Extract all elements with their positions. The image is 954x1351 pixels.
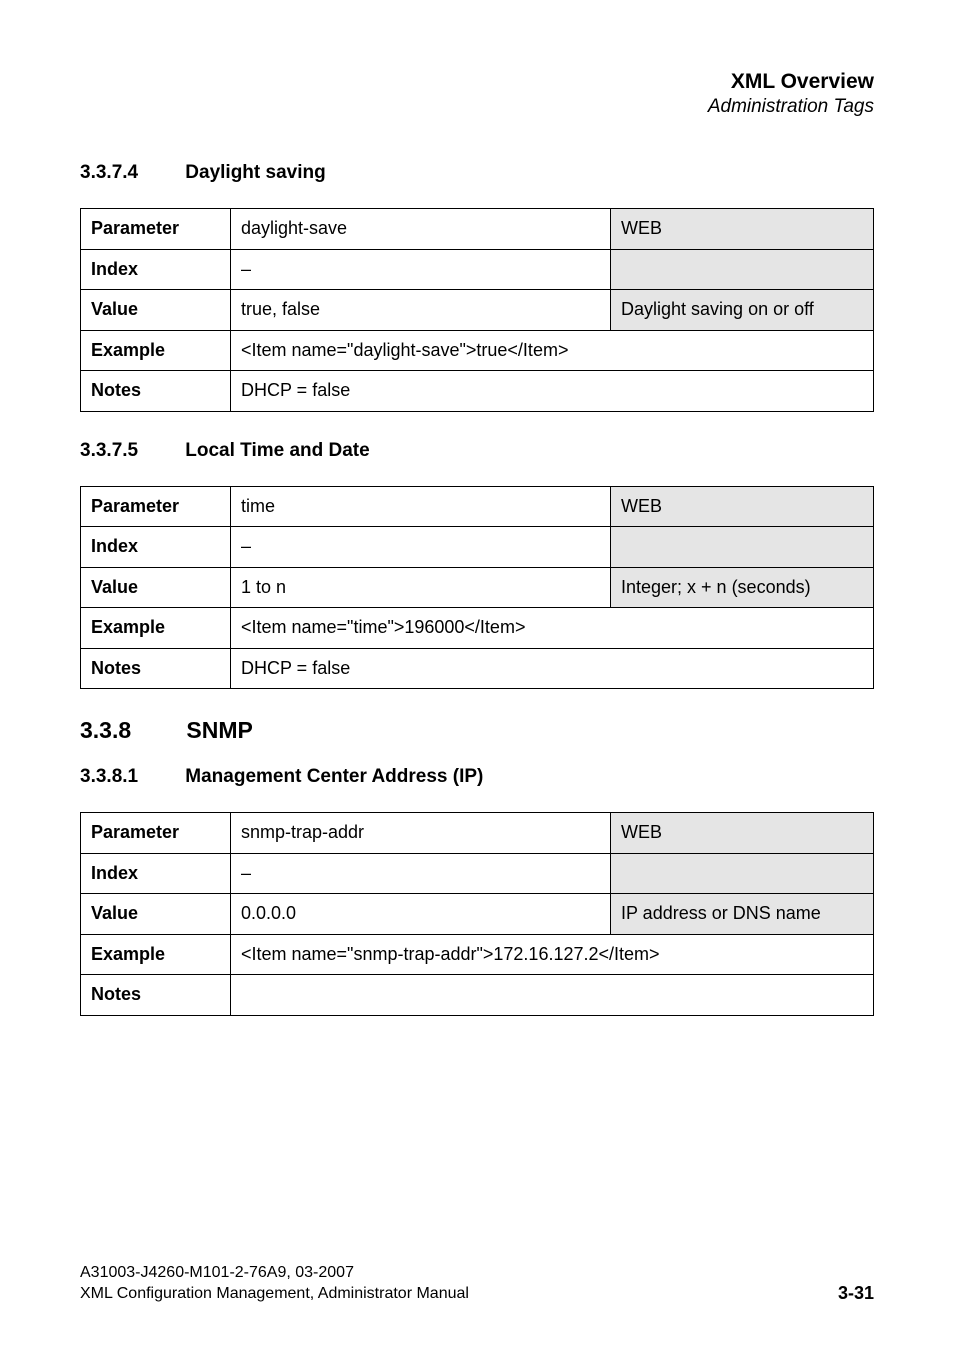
page-header: XML Overview Administration Tags [80, 70, 874, 118]
page-footer: A31003-J4260-M101-2-76A9, 03-2007 XML Co… [80, 1263, 874, 1305]
row-label: Value [81, 894, 231, 935]
cell-index-right [611, 853, 874, 894]
footer-page-number: 3-31 [838, 1282, 874, 1305]
row-label: Value [81, 290, 231, 331]
section-number: 3.3.7.5 [80, 440, 180, 462]
row-label: Parameter [81, 813, 231, 854]
row-label: Index [81, 249, 231, 290]
row-label: Example [81, 934, 231, 975]
section-heading-3374: 3.3.7.4 Daylight saving [80, 162, 874, 184]
row-label: Example [81, 608, 231, 649]
cell-notes: DHCP = false [231, 371, 874, 412]
param-table-daylight: Parameter daylight-save WEB Index – Valu… [80, 208, 874, 412]
cell-value: true, false [231, 290, 611, 331]
row-label: Parameter [81, 486, 231, 527]
row-label: Parameter [81, 209, 231, 250]
row-label: Example [81, 330, 231, 371]
cell-example: <Item name="snmp-trap-addr">172.16.127.2… [231, 934, 874, 975]
cell-value-right: IP address or DNS name [611, 894, 874, 935]
section-number: 3.3.8.1 [80, 766, 180, 788]
row-label: Index [81, 527, 231, 568]
param-table-snmp: Parameter snmp-trap-addr WEB Index – Val… [80, 812, 874, 1016]
footer-left: A31003-J4260-M101-2-76A9, 03-2007 XML Co… [80, 1263, 874, 1305]
cell-value-right: Daylight saving on or off [611, 290, 874, 331]
cell-parameter: daylight-save [231, 209, 611, 250]
row-label: Index [81, 853, 231, 894]
header-title: XML Overview [80, 70, 874, 94]
cell-parameter-right: WEB [611, 486, 874, 527]
cell-parameter-right: WEB [611, 209, 874, 250]
section-heading-3381: 3.3.8.1 Management Center Address (IP) [80, 766, 874, 788]
section-title: SNMP [186, 717, 252, 743]
section-heading-3375: 3.3.7.5 Local Time and Date [80, 440, 874, 462]
cell-index: – [231, 527, 611, 568]
cell-value: 1 to n [231, 567, 611, 608]
cell-parameter-right: WEB [611, 813, 874, 854]
cell-value-right: Integer; x + n (seconds) [611, 567, 874, 608]
cell-value: 0.0.0.0 [231, 894, 611, 935]
section-title: Management Center Address (IP) [185, 766, 483, 787]
section-title: Local Time and Date [185, 440, 369, 461]
section-heading-338: 3.3.8 SNMP [80, 717, 874, 744]
section-number: 3.3.8 [80, 717, 180, 744]
row-label: Value [81, 567, 231, 608]
cell-notes [231, 975, 874, 1016]
cell-index-right [611, 249, 874, 290]
header-subtitle: Administration Tags [80, 96, 874, 118]
cell-example: <Item name="time">196000</Item> [231, 608, 874, 649]
cell-parameter: snmp-trap-addr [231, 813, 611, 854]
cell-index: – [231, 853, 611, 894]
footer-line2: XML Configuration Management, Administra… [80, 1284, 874, 1305]
cell-index: – [231, 249, 611, 290]
cell-index-right [611, 527, 874, 568]
row-label: Notes [81, 648, 231, 689]
row-label: Notes [81, 371, 231, 412]
cell-example: <Item name="daylight-save">true</Item> [231, 330, 874, 371]
footer-line1: A31003-J4260-M101-2-76A9, 03-2007 [80, 1263, 874, 1284]
row-label: Notes [81, 975, 231, 1016]
param-table-time: Parameter time WEB Index – Value 1 to n … [80, 486, 874, 690]
section-number: 3.3.7.4 [80, 162, 180, 184]
section-title: Daylight saving [185, 162, 325, 183]
cell-parameter: time [231, 486, 611, 527]
cell-notes: DHCP = false [231, 648, 874, 689]
